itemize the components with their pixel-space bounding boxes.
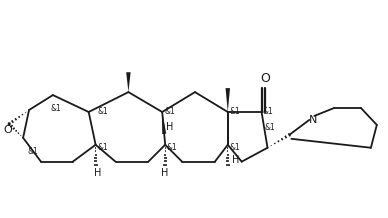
Text: &1: &1: [28, 147, 38, 156]
Text: N: N: [309, 115, 317, 125]
Text: H: H: [166, 122, 174, 132]
Text: O: O: [261, 72, 270, 85]
Text: &1: &1: [229, 107, 240, 116]
Text: &1: &1: [97, 143, 108, 152]
Text: &1: &1: [165, 107, 175, 116]
Text: &1: &1: [97, 107, 108, 116]
Text: O: O: [4, 125, 12, 135]
Text: &1: &1: [229, 143, 240, 152]
Text: H: H: [161, 168, 169, 178]
Polygon shape: [162, 112, 166, 134]
Polygon shape: [225, 88, 230, 112]
Text: &1: &1: [50, 104, 61, 112]
Text: H: H: [94, 168, 101, 178]
Text: &1: &1: [167, 143, 178, 152]
Polygon shape: [126, 72, 131, 92]
Text: H: H: [232, 155, 239, 165]
Text: &1: &1: [264, 123, 275, 132]
Text: &1: &1: [262, 107, 273, 116]
